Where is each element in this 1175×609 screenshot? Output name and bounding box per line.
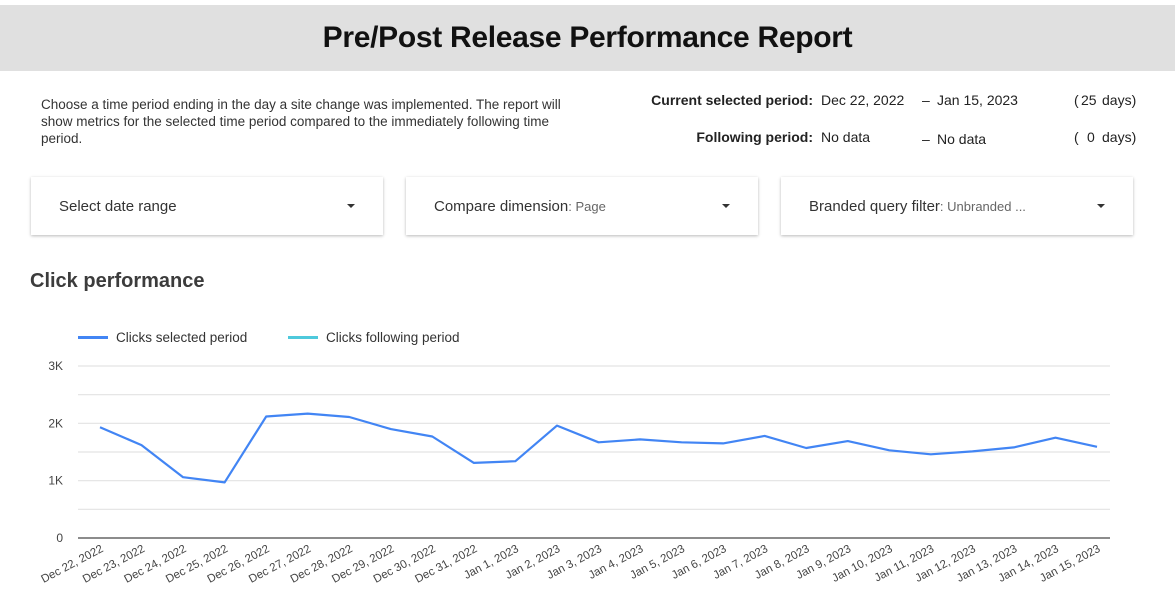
legend-item-following[interactable]: Clicks following period [288,330,460,345]
following-period-end: No data [937,131,987,147]
report-header: Pre/Post Release Performance Report [0,5,1175,71]
intro-text: Choose a time period ending in the day a… [41,97,561,146]
following-period-start: No data [821,129,871,145]
date-range-label: Select date range [59,197,177,215]
dropdown-arrow-icon [347,204,355,208]
current-period-days: 25 [1081,92,1097,108]
current-period-open: ( [1074,92,1079,108]
following-period-row: Following period: No data – No data ( 0 … [0,129,1175,149]
branded-filter-dropdown[interactable]: Branded query filter: Unbranded ... [781,177,1133,235]
series-line-0 [99,412,1098,484]
compare-dimension-value: Page [571,198,606,214]
current-period-dash: – [922,92,930,108]
y-tick-label: 2K [48,416,63,430]
date-range-dropdown[interactable]: Select date range [31,177,383,235]
compare-dimension-dropdown[interactable]: Compare dimension: Page [406,177,758,235]
report-title: Pre/Post Release Performance Report [322,21,853,54]
following-period-days-label: days) [1102,129,1137,145]
dropdown-arrow-icon [722,204,730,208]
branded-filter-value: Unbranded ... [943,198,1026,214]
branded-filter-label: Branded query filter [809,197,940,215]
y-tick-label: 0 [56,531,63,545]
following-period-open: ( [1074,129,1079,145]
following-period-days: 0 [1087,129,1095,145]
current-period-row: Current selected period: Dec 22, 2022 – … [0,92,1175,112]
following-period-label: Following period: [696,129,813,145]
compare-dimension-sep: : [568,198,572,214]
current-period-end: Jan 15, 2023 [937,92,1018,108]
following-period-dash: – [922,131,930,147]
current-period-start: Dec 22, 2022 [821,92,905,108]
legend-swatch-selected [78,336,108,339]
y-tick-label: 3K [48,359,63,373]
dropdown-arrow-icon [1097,204,1105,208]
legend-item-selected[interactable]: Clicks selected period [78,330,247,345]
legend-label-selected: Clicks selected period [116,330,248,345]
legend-swatch-following [288,336,318,339]
branded-filter-sep: : [939,198,944,214]
compare-dimension-label: Compare dimension [434,197,569,215]
section-title: Click performance [30,270,205,292]
current-period-label: Current selected period: [651,92,813,108]
legend-label-following: Clicks following period [326,330,460,345]
y-tick-label: 1K [48,474,63,488]
current-period-days-label: days) [1102,92,1137,108]
